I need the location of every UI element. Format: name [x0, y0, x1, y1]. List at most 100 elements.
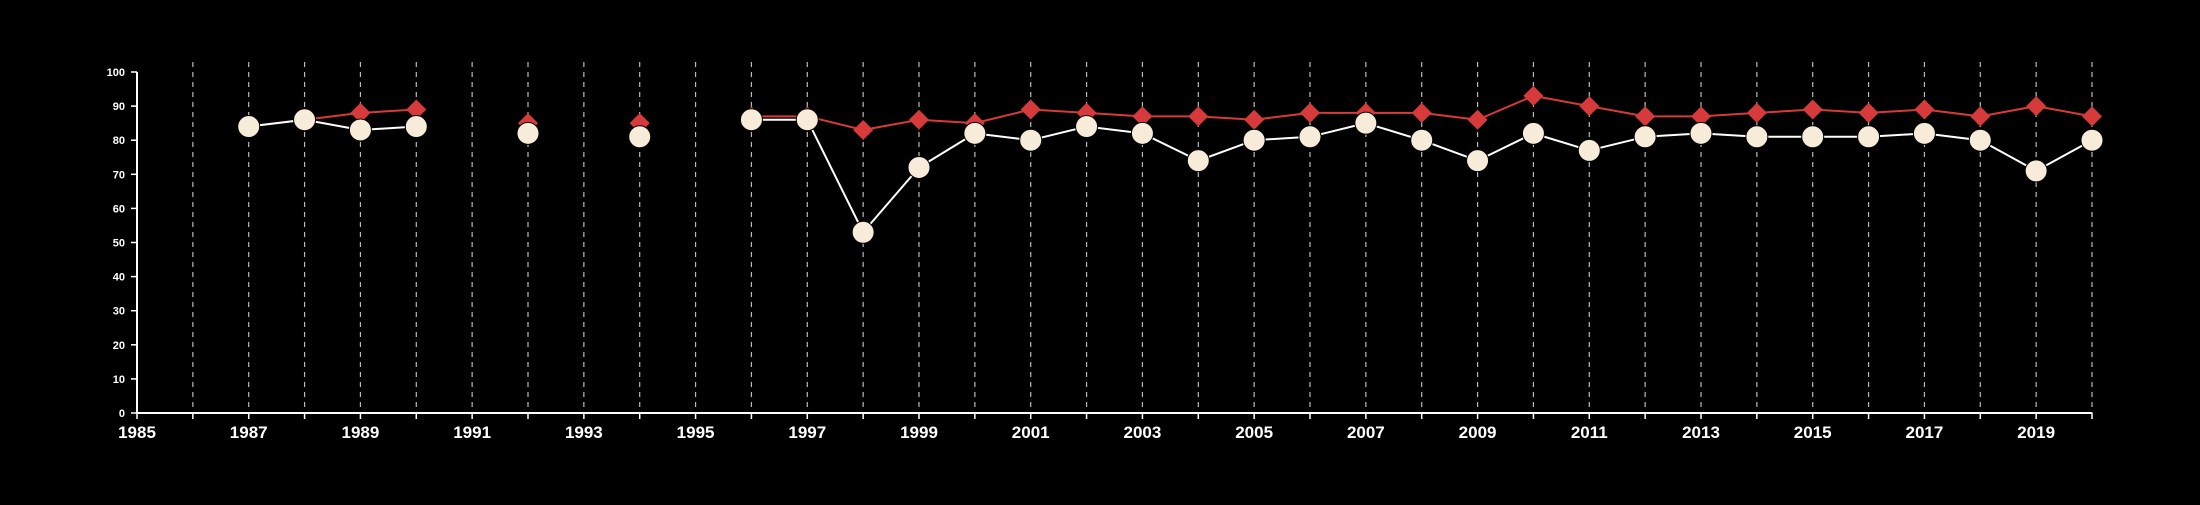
circle-marker	[795, 108, 819, 132]
gridlines	[192, 62, 2093, 413]
circle-marker	[1186, 149, 1210, 173]
diamond-marker	[2082, 106, 2102, 127]
circle-marker	[516, 121, 540, 145]
circle-marker	[739, 108, 763, 132]
circle-marker	[2080, 128, 2104, 152]
series-line-segment	[974, 108, 1031, 125]
x-tick-label: 2001	[1012, 423, 1050, 442]
series-line-segment	[806, 119, 865, 233]
series-line-segment	[1980, 105, 2037, 118]
x-tick-label: 2019	[2017, 423, 2055, 442]
series-1	[238, 85, 2102, 140]
circle-marker	[1633, 125, 1657, 149]
diamond-marker	[1020, 99, 1041, 120]
x-tick-label: 1991	[453, 423, 491, 442]
diamond-marker	[1858, 102, 1879, 123]
diamond-marker	[350, 102, 371, 123]
circle-marker	[1354, 111, 1378, 135]
circle-marker	[1298, 125, 1322, 149]
series-line-segment	[862, 166, 920, 233]
series-line-segment	[1421, 111, 1478, 121]
x-tick-label: 1995	[677, 423, 715, 442]
circle-marker	[1801, 125, 1825, 149]
y-tick-label: 100	[107, 67, 125, 79]
circle-marker	[1075, 115, 1099, 139]
x-tick-label: 2007	[1347, 423, 1385, 442]
circle-marker	[2024, 159, 2048, 183]
diamond-marker	[1244, 109, 1265, 130]
circle-marker	[1521, 121, 1545, 145]
diamond-marker	[1188, 106, 1209, 127]
series-line-segment	[862, 118, 920, 131]
circle-marker	[1242, 128, 1266, 152]
x-tick-label: 1987	[230, 423, 268, 442]
diamond-marker	[1691, 106, 1711, 127]
y-tick-label: 30	[113, 306, 125, 318]
x-tick-label: 2011	[1571, 423, 1608, 442]
y-tick-label: 40	[113, 272, 125, 284]
circle-marker	[1689, 121, 1713, 145]
diamond-marker	[1467, 109, 1488, 130]
circle-marker	[1968, 128, 1992, 152]
x-tick-label: 2005	[1235, 423, 1273, 442]
x-tick-label: 2017	[1906, 423, 1944, 442]
x-tick-label: 1997	[788, 423, 826, 442]
y-tick-label: 80	[113, 135, 125, 147]
series-line-segment	[1924, 108, 1981, 118]
series-line-segment	[2035, 105, 2093, 118]
circle-marker	[404, 115, 428, 139]
circle-marker	[1912, 121, 1936, 145]
y-tick-label: 20	[113, 340, 125, 352]
circle-marker	[1130, 121, 1154, 145]
series	[237, 85, 2104, 244]
diamond-marker	[1914, 99, 1935, 120]
x-tick-label: 2015	[1794, 423, 1832, 442]
series-line-segment	[1589, 105, 1646, 118]
x-tick-label: 2009	[1459, 423, 1497, 442]
circle-marker	[237, 115, 261, 139]
axes: 0 10 20 30 40 50 60 70 80 90 100 1985 1987 1989 1991 19…	[107, 67, 2093, 442]
circle-marker	[1410, 128, 1434, 152]
series-2	[237, 108, 2104, 244]
circle-marker	[907, 155, 931, 179]
diamond-marker	[1579, 96, 1600, 117]
diamond-marker	[1635, 106, 1656, 127]
diamond-marker	[1970, 106, 1991, 127]
x-tick-label: 1989	[342, 423, 380, 442]
diamond-marker	[406, 99, 427, 120]
y-tick-label: 0	[119, 408, 125, 420]
diamond-marker	[1132, 106, 1153, 127]
circle-marker	[628, 125, 652, 149]
diamond-marker	[1300, 102, 1320, 123]
series-line-segment	[1254, 111, 1311, 121]
y-tick-label: 90	[113, 101, 125, 113]
circle-marker	[293, 108, 317, 132]
circle-marker	[851, 220, 875, 244]
diamond-marker	[1411, 102, 1432, 123]
x-tick-label: 2003	[1124, 423, 1162, 442]
diamond-marker	[853, 119, 874, 140]
x-tick-label: 1985	[118, 423, 156, 442]
circle-marker	[1019, 128, 1043, 152]
x-tick-label: 1999	[900, 423, 938, 442]
circle-marker	[1466, 149, 1490, 173]
series-line-segment	[1477, 94, 1534, 121]
diamond-marker	[1523, 85, 1544, 106]
series-line-segment	[1533, 94, 1590, 108]
circle-marker	[963, 121, 987, 145]
x-tick-label: 2013	[1682, 423, 1720, 442]
x-tick-label: 1993	[565, 423, 603, 442]
circle-marker	[1745, 125, 1769, 149]
y-tick-label: 60	[113, 203, 125, 215]
diamond-marker	[909, 109, 929, 130]
diamond-marker	[1746, 102, 1767, 123]
circle-marker	[348, 118, 372, 142]
y-tick-label: 70	[113, 169, 125, 181]
diamond-marker	[1802, 99, 1823, 120]
y-tick-label: 10	[113, 374, 125, 386]
circle-marker	[1857, 125, 1881, 149]
diamond-marker	[2026, 96, 2047, 117]
circle-marker	[1577, 138, 1601, 162]
